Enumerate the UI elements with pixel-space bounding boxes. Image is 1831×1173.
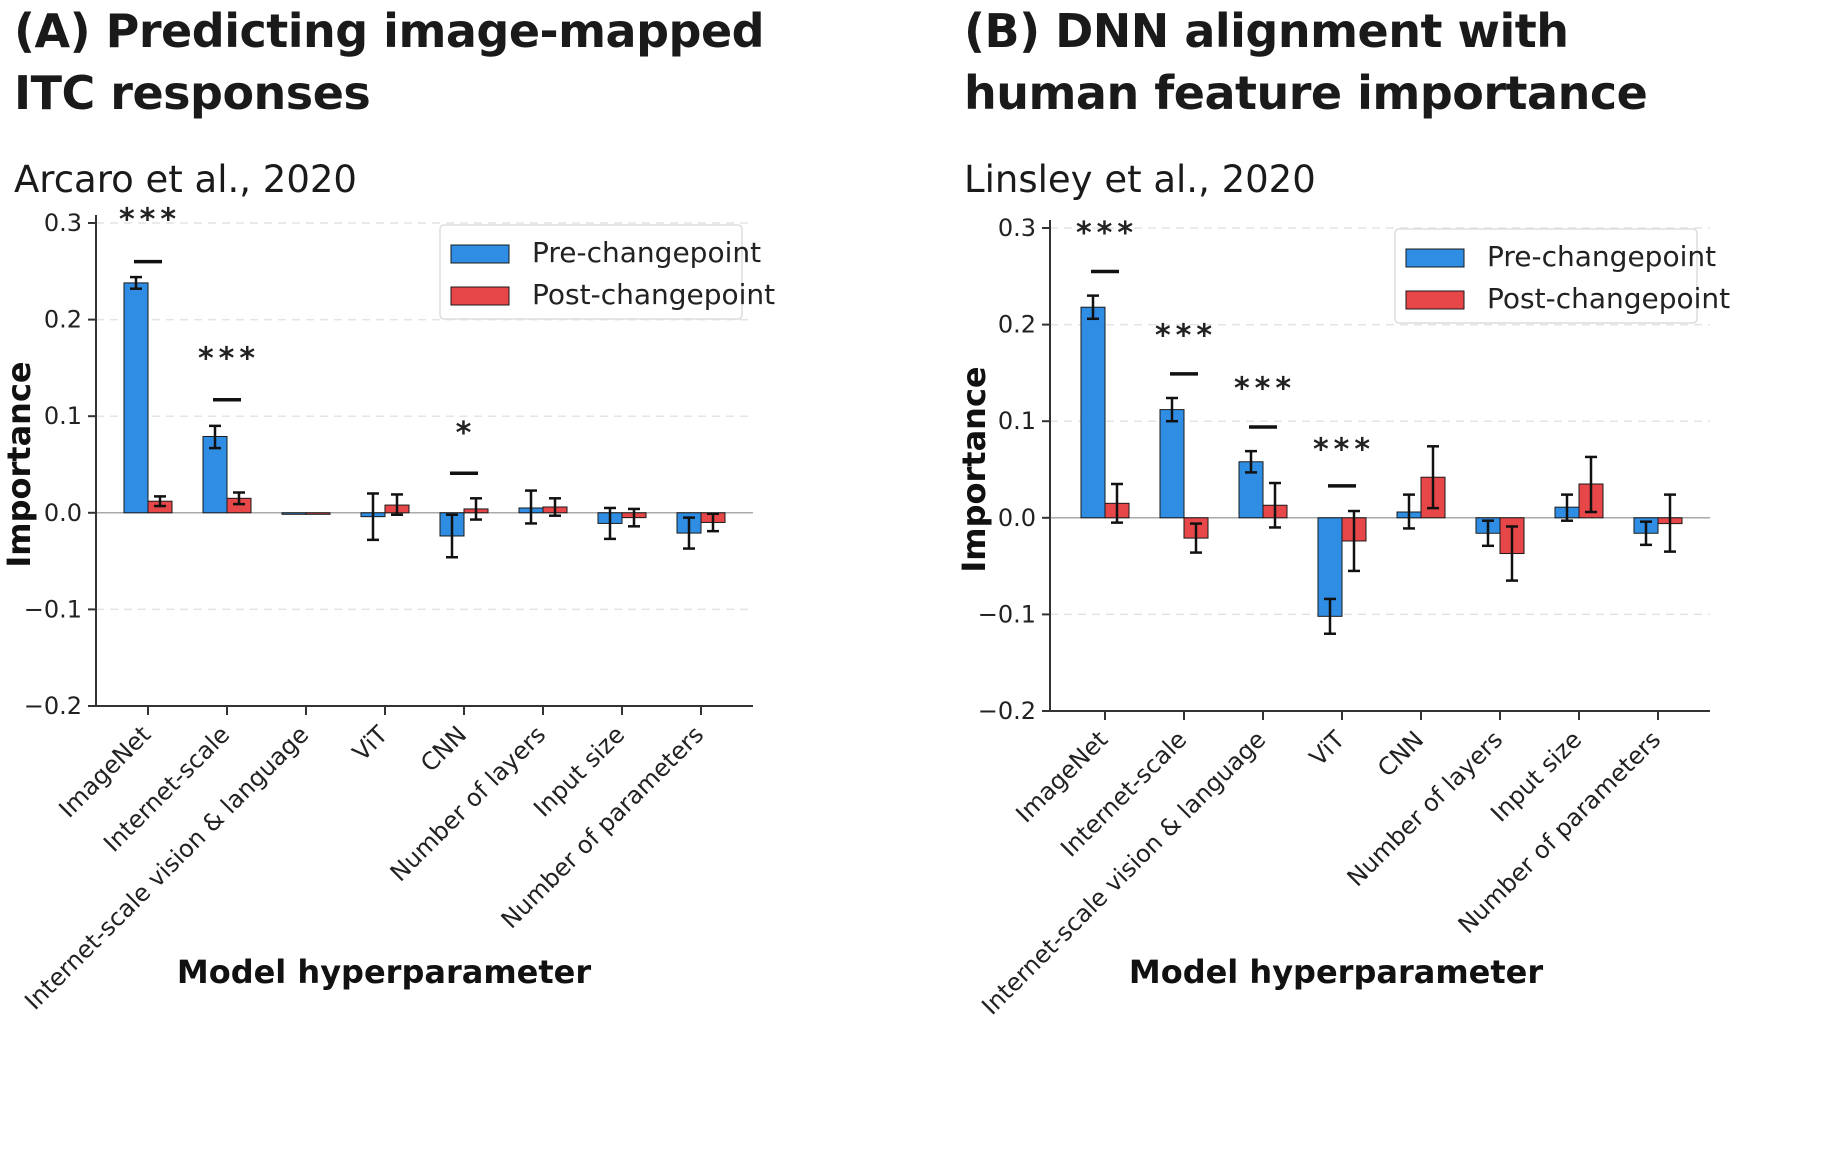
error-bar xyxy=(1427,445,1439,510)
error-bar xyxy=(1561,493,1573,522)
error-bar xyxy=(209,424,221,450)
significance-label: * xyxy=(456,416,477,451)
error-bar xyxy=(1664,493,1676,553)
y-tick-label: −0.1 xyxy=(978,600,1036,628)
y-tick-label: 0.0 xyxy=(998,504,1036,532)
y-tick-label: −0.2 xyxy=(978,697,1036,725)
legend-box xyxy=(1394,228,1698,324)
panel-b-title: (B) DNN alignment with human feature impo… xyxy=(964,4,1648,120)
panel-a-title: (A) Predicting image-mapped ITC responses xyxy=(14,4,765,120)
error-bar xyxy=(154,495,166,508)
error-bar xyxy=(1111,482,1123,524)
error-bar xyxy=(604,506,616,541)
y-tick-label: 0.1 xyxy=(44,402,82,430)
chart-b: −0.2−0.10.00.10.20.3ImportanceImageNetIn… xyxy=(955,214,1730,1020)
category-label: CNN xyxy=(415,720,472,777)
error-bar xyxy=(1640,520,1652,547)
legend-label-pre: Pre-changepoint xyxy=(532,236,761,269)
error-bar xyxy=(1087,294,1099,321)
legend-label-pre: Pre-changepoint xyxy=(1487,240,1716,273)
error-bar xyxy=(446,513,458,559)
legend-swatch-post xyxy=(1405,290,1465,310)
y-tick-label: −0.1 xyxy=(24,595,82,623)
panel-a: (A) Predicting image-mapped ITC responses… xyxy=(0,0,915,1173)
category-label: Number of layers xyxy=(385,720,552,887)
category-label: CNN xyxy=(1372,725,1429,782)
legend-swatch-pre xyxy=(1405,248,1465,268)
y-tick-label: 0.3 xyxy=(998,214,1036,242)
error-bar xyxy=(1348,509,1360,573)
y-tick-label: 0.2 xyxy=(44,306,82,334)
error-bar xyxy=(707,512,719,533)
category-label: ViT xyxy=(1304,725,1350,771)
legend: Pre-changepoint Post-changepoint xyxy=(1394,228,1730,324)
panel-b-subtitle: Linsley et al., 2020 xyxy=(964,158,1316,201)
legend-label-post: Post-changepoint xyxy=(532,278,775,311)
x-axis-title: Model hyperparameter xyxy=(177,953,592,991)
legend-swatch-pre xyxy=(450,244,510,264)
y-tick-label: −0.2 xyxy=(24,692,82,720)
error-bar xyxy=(628,507,640,528)
error-bar xyxy=(1166,396,1178,423)
legend-box xyxy=(439,224,743,320)
error-bar xyxy=(1269,481,1281,529)
bar-pre-changepoint xyxy=(1080,306,1106,519)
bar-pre-changepoint xyxy=(123,282,149,514)
significance-label: *** xyxy=(1313,432,1375,467)
category-label: ViT xyxy=(347,720,393,766)
chart-a: −0.2−0.10.00.10.20.3ImportanceImageNetIn… xyxy=(0,202,775,1015)
x-axis-title: Model hyperparameter xyxy=(1129,953,1544,991)
bar-pre-changepoint xyxy=(1159,409,1185,519)
y-axis-title: Importance xyxy=(955,366,993,572)
significance-label: *** xyxy=(198,342,260,377)
legend: Pre-changepoint Post-changepoint xyxy=(439,224,775,320)
error-bar xyxy=(391,493,403,516)
error-bar xyxy=(525,489,537,525)
error-bar xyxy=(1403,493,1415,530)
error-bar xyxy=(1190,522,1202,554)
error-bar xyxy=(470,497,482,521)
error-bar xyxy=(1585,455,1597,514)
significance-label: *** xyxy=(1076,216,1138,251)
y-axis-title: Importance xyxy=(0,361,38,567)
error-bar xyxy=(683,516,695,550)
y-tick-label: 0.0 xyxy=(44,499,82,527)
bar-post-changepoint xyxy=(305,512,331,515)
significance-label: *** xyxy=(1234,372,1296,407)
panel-a-subtitle: Arcaro et al., 2020 xyxy=(14,158,357,201)
error-bar xyxy=(1324,597,1336,635)
legend-swatch-post xyxy=(450,286,510,306)
error-bar xyxy=(130,275,142,290)
y-tick-label: 0.2 xyxy=(998,311,1036,339)
error-bar xyxy=(549,497,561,517)
significance-label: *** xyxy=(1155,318,1217,353)
error-bar xyxy=(1506,525,1518,582)
y-tick-label: 0.3 xyxy=(44,209,82,237)
bar-pre-changepoint xyxy=(281,512,307,515)
error-bar xyxy=(367,492,379,542)
significance-label: *** xyxy=(119,202,181,237)
panel-b: (B) DNN alignment with human feature impo… xyxy=(950,0,1831,1173)
y-tick-label: 0.1 xyxy=(998,407,1036,435)
error-bar xyxy=(1482,519,1494,548)
category-label: Number of layers xyxy=(1342,725,1509,892)
legend-label-post: Post-changepoint xyxy=(1487,282,1730,315)
error-bar xyxy=(1245,449,1257,474)
error-bar xyxy=(233,491,245,506)
